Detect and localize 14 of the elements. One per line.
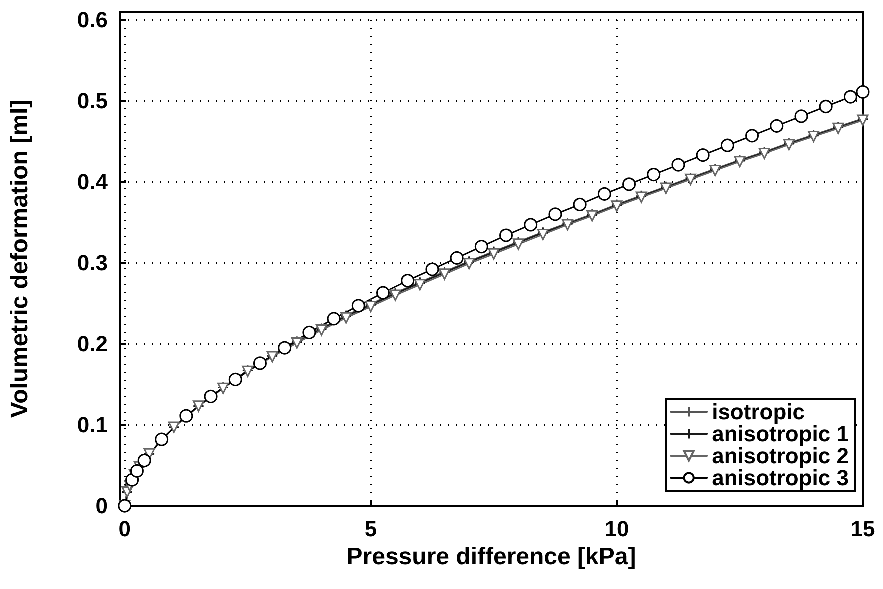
y-tick-label: 0.5 xyxy=(77,88,108,114)
y-axis-title: Volumetric deformation [ml] xyxy=(6,100,34,418)
y-tick-label: 0 xyxy=(96,494,108,518)
x-tick-label: 10 xyxy=(604,516,630,542)
y-tick-label: 0.6 xyxy=(77,8,108,33)
y-tick-label: 0.2 xyxy=(77,332,108,357)
y-tick-label: 0.1 xyxy=(77,412,108,438)
legend-label: isotropic xyxy=(712,400,805,424)
x-tick-label: 0 xyxy=(118,516,132,542)
y-tick-label: 0.3 xyxy=(77,250,108,276)
y-tick-label: 0.4 xyxy=(77,170,109,195)
x-tick-label: 5 xyxy=(364,516,378,542)
x-tick-label: 15 xyxy=(850,516,876,542)
x-axis-title: Pressure difference [kPa] xyxy=(346,543,636,570)
